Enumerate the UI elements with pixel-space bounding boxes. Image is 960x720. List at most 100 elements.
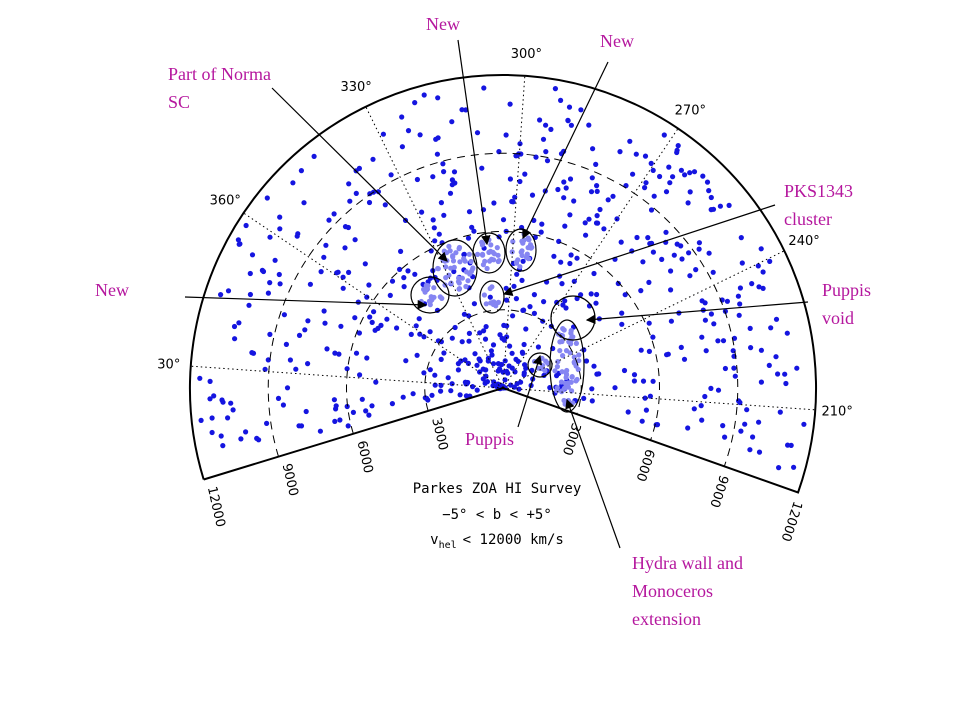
- circle-mark: [472, 232, 506, 274]
- galaxy-point: [674, 241, 680, 247]
- galaxy-point: [433, 136, 439, 142]
- galaxy-point: [590, 146, 596, 152]
- galaxy-point: [517, 178, 523, 185]
- galaxy-point: [388, 172, 394, 178]
- galaxy-point: [413, 323, 419, 329]
- galaxy-point: [605, 197, 611, 203]
- galaxy-point: [488, 300, 494, 306]
- galaxy-point: [375, 189, 381, 195]
- distance-label: 9000: [706, 473, 730, 509]
- galaxy-point: [650, 334, 656, 340]
- galaxy-point: [555, 359, 561, 365]
- galaxy-point: [773, 354, 779, 360]
- galaxy-point: [732, 373, 738, 379]
- galaxy-point: [284, 385, 291, 391]
- galaxy-point: [317, 428, 323, 434]
- galaxy-point: [693, 267, 699, 273]
- galaxy-point: [497, 332, 503, 338]
- galaxy-point: [568, 122, 575, 128]
- galaxy-point: [277, 214, 283, 220]
- galaxy-point: [503, 285, 509, 291]
- galaxy-point: [699, 334, 705, 340]
- galaxy-point: [344, 366, 350, 372]
- longitude-label: 270°: [675, 103, 706, 118]
- galaxy-point: [540, 136, 547, 142]
- galaxy-point: [612, 385, 618, 391]
- galaxy-point: [370, 156, 376, 162]
- galaxy-point: [225, 415, 231, 421]
- circle-mark: [527, 352, 553, 378]
- galaxy-point: [472, 351, 478, 357]
- annotation-label: SC: [168, 92, 190, 112]
- galaxy-point: [387, 292, 393, 298]
- annotation-label: Hydra wall and: [632, 553, 743, 573]
- galaxy-point: [524, 251, 530, 257]
- galaxy-point: [353, 190, 359, 196]
- galaxy-point: [220, 399, 226, 405]
- galaxy-point: [296, 332, 303, 338]
- galaxy-point: [434, 151, 440, 157]
- galaxy-point: [417, 132, 423, 138]
- galaxy-point: [563, 371, 570, 377]
- galaxy-point: [484, 265, 490, 272]
- galaxy-point: [505, 370, 511, 376]
- galaxy-point: [463, 283, 469, 290]
- galaxy-point: [474, 130, 481, 136]
- galaxy-point: [511, 283, 517, 289]
- galaxy-point: [355, 299, 361, 305]
- galaxy-point: [589, 398, 595, 404]
- galaxy-point: [569, 388, 575, 394]
- galaxy-point: [548, 126, 554, 132]
- galaxy-point: [483, 367, 489, 373]
- galaxy-point: [597, 206, 603, 213]
- galaxy-point: [708, 194, 714, 201]
- circle-mark: [410, 276, 450, 314]
- longitude-label: 210°: [822, 404, 853, 419]
- galaxy-point: [401, 284, 407, 290]
- annotation-label: New: [600, 31, 634, 51]
- galaxy-point: [568, 379, 574, 385]
- galaxy-point: [490, 342, 497, 348]
- galaxy-point: [704, 179, 711, 185]
- galaxy-point: [566, 339, 572, 345]
- galaxy-point: [568, 328, 574, 334]
- galaxy-point: [448, 388, 454, 394]
- galaxy-point: [501, 322, 507, 328]
- galaxy-point: [588, 189, 595, 195]
- galaxy-point: [466, 251, 472, 257]
- annotation-label: Puppis: [822, 280, 871, 300]
- galaxy-point: [448, 280, 454, 286]
- galaxy-point: [474, 362, 480, 368]
- galaxy-point: [567, 176, 574, 182]
- galaxy-point: [394, 325, 400, 331]
- galaxy-point: [507, 101, 513, 107]
- galaxy-point: [501, 337, 507, 343]
- galaxy-point: [646, 348, 653, 354]
- galaxy-point: [481, 85, 487, 91]
- galaxy-point: [463, 393, 469, 399]
- galaxy-point: [773, 316, 780, 322]
- galaxy-point: [451, 264, 457, 270]
- galaxy-point: [378, 322, 384, 328]
- galaxy-point: [301, 200, 307, 206]
- galaxy-point: [489, 256, 495, 262]
- galaxy-point: [467, 271, 473, 277]
- galaxy-point: [742, 421, 748, 427]
- galaxy-point: [430, 174, 436, 180]
- galaxy-point: [450, 254, 456, 260]
- galaxy-point: [650, 378, 656, 384]
- galaxy-point: [479, 251, 486, 257]
- galaxy-point: [737, 285, 744, 291]
- galaxy-point: [509, 350, 515, 356]
- galaxy-point: [504, 297, 510, 303]
- galaxy-point: [551, 253, 557, 259]
- galaxy-point: [207, 396, 213, 402]
- galaxy-point: [465, 235, 472, 241]
- galaxy-point: [724, 298, 731, 304]
- galaxy-point: [557, 348, 563, 354]
- galaxy-point: [646, 320, 652, 326]
- galaxy-point: [509, 198, 515, 205]
- galaxy-point: [699, 417, 705, 423]
- galaxy-point: [594, 183, 600, 189]
- galaxy-point: [514, 259, 520, 265]
